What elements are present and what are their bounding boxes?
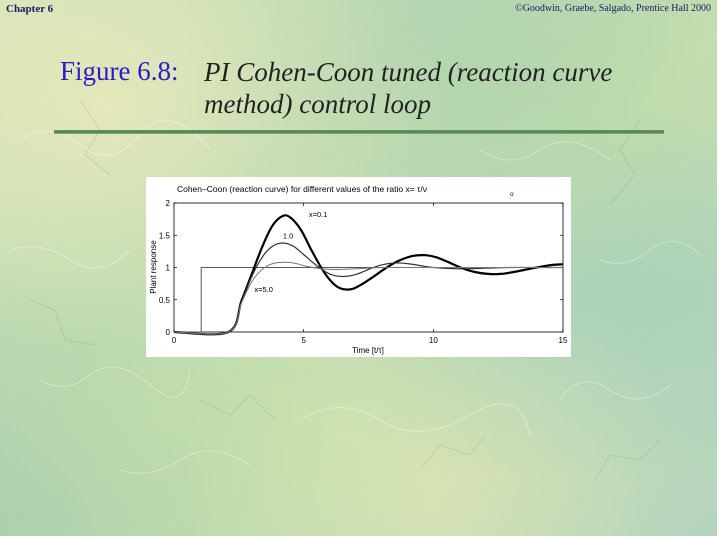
- step-response-chart: Cohen–Coon (reaction curve) for differen…: [149, 184, 568, 355]
- plot-area: 0 5 10 15 0 0.5 1 1.5 2 x=0.1 1.0 x=5.0: [159, 199, 568, 345]
- y-tick-label: 1: [166, 264, 171, 273]
- chapter-label: Chapter 6: [6, 3, 54, 15]
- series-line-x-0-1: [173, 214, 564, 336]
- y-tick-label: 0.5: [159, 296, 171, 305]
- x-tick-label: 0: [172, 336, 177, 345]
- x-tick-label: 10: [429, 336, 438, 345]
- y-tick-label: 2: [166, 199, 171, 208]
- x-axis-label: Time [t/τ]: [352, 346, 384, 355]
- curve-annotation: x=0.1: [309, 210, 328, 219]
- title-divider: [54, 130, 664, 134]
- x-tick-label: 5: [301, 336, 306, 345]
- y-tick-label: 1.5: [159, 231, 171, 240]
- series-line-x-5-0: [173, 261, 563, 335]
- copyright-notice: ©Goodwin, Graebe, Salgado, Prentice Hall…: [515, 3, 711, 14]
- y-axis-label: Plant response: [149, 240, 158, 294]
- x-tick-label: 15: [559, 336, 568, 345]
- curve-annotation: 1.0: [283, 231, 293, 240]
- figure-caption: PI Cohen-Coon tuned (reaction curve meth…: [204, 56, 674, 120]
- figure-number: Figure 6.8:: [60, 56, 179, 86]
- chart-title: Cohen–Coon (reaction curve) for differen…: [177, 184, 427, 194]
- chart-title-text: Cohen–Coon (reaction curve) for differen…: [177, 184, 427, 194]
- figure-caption-line-2: method) control loop: [204, 89, 431, 119]
- series-line-1-0: [173, 242, 563, 335]
- series-line-setpoint: [174, 267, 563, 333]
- curve-annotation: x=5.0: [254, 285, 273, 294]
- y-tick-label: 0: [166, 328, 171, 337]
- figure-caption-line-1: PI Cohen-Coon tuned (reaction curve: [204, 57, 613, 87]
- chart-title-subscript: o: [510, 191, 514, 198]
- chart-panel: Cohen–Coon (reaction curve) for differen…: [146, 177, 571, 357]
